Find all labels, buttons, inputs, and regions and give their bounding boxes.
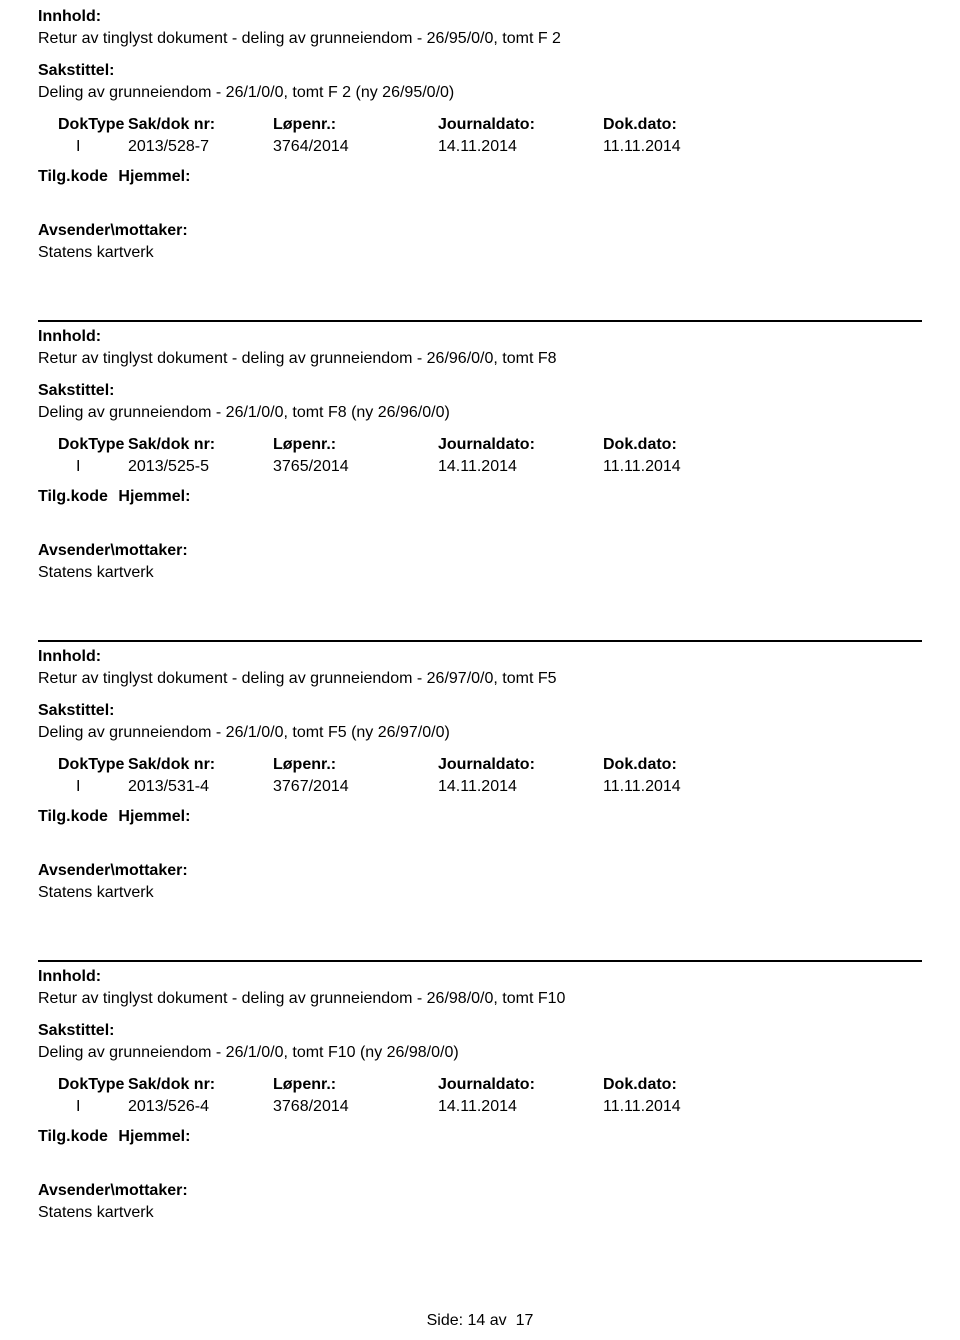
lopenr-header: Løpenr.: <box>273 756 438 774</box>
doktype-value: I <box>38 138 128 156</box>
sakstittel-label: Sakstittel: <box>38 1022 922 1040</box>
innhold-label: Innhold: <box>38 328 922 346</box>
document-page: Innhold: Retur av tinglyst dokument - de… <box>0 0 960 1340</box>
avsender-value: Statens kartverk <box>38 564 922 582</box>
doktype-header: DokType <box>38 436 128 454</box>
innhold-value: Retur av tinglyst dokument - deling av g… <box>38 990 922 1008</box>
sakdoknr-header: Sak/dok nr: <box>128 756 273 774</box>
sakdoknr-value: 2013/528-7 <box>128 138 273 156</box>
lopenr-value: 3767/2014 <box>273 778 438 796</box>
sakstittel-label: Sakstittel: <box>38 702 922 720</box>
sakdoknr-value: 2013/531-4 <box>128 778 273 796</box>
dokdato-value: 11.11.2014 <box>603 778 743 796</box>
dokdato-header: Dok.dato: <box>603 1076 743 1094</box>
dokdato-value: 11.11.2014 <box>603 1098 743 1116</box>
sakdoknr-header: Sak/dok nr: <box>128 1076 273 1094</box>
sakstittel-value: Deling av grunneiendom - 26/1/0/0, tomt … <box>38 404 922 422</box>
tilg-row: Tilg.kode Hjemmel: <box>38 488 922 506</box>
hjemmel-label: Hjemmel: <box>118 168 190 185</box>
journaldato-header: Journaldato: <box>438 1076 603 1094</box>
hjemmel-label: Hjemmel: <box>118 488 190 505</box>
avsender-label: Avsender\mottaker: <box>38 222 922 240</box>
row-headers: DokType Sak/dok nr: Løpenr.: Journaldato… <box>38 1076 922 1094</box>
lopenr-value: 3765/2014 <box>273 458 438 476</box>
dokdato-header: Dok.dato: <box>603 436 743 454</box>
lopenr-value: 3764/2014 <box>273 138 438 156</box>
journaldato-value: 14.11.2014 <box>438 138 603 156</box>
row-values: I 2013/525-5 3765/2014 14.11.2014 11.11.… <box>38 458 922 476</box>
lopenr-value: 3768/2014 <box>273 1098 438 1116</box>
hjemmel-label: Hjemmel: <box>118 1128 190 1145</box>
page-current: 14 <box>468 1312 486 1329</box>
doktype-header: DokType <box>38 116 128 134</box>
dokdato-value: 11.11.2014 <box>603 138 743 156</box>
side-label: Side: <box>427 1312 463 1329</box>
innhold-label: Innhold: <box>38 968 922 986</box>
row-values: I 2013/531-4 3767/2014 14.11.2014 11.11.… <box>38 778 922 796</box>
avsender-value: Statens kartverk <box>38 884 922 902</box>
sakstittel-label: Sakstittel: <box>38 382 922 400</box>
journaldato-header: Journaldato: <box>438 116 603 134</box>
doktype-value: I <box>38 1098 128 1116</box>
innhold-value: Retur av tinglyst dokument - deling av g… <box>38 30 922 48</box>
av-label: av <box>490 1312 507 1329</box>
innhold-value: Retur av tinglyst dokument - deling av g… <box>38 670 922 688</box>
row-values: I 2013/526-4 3768/2014 14.11.2014 11.11.… <box>38 1098 922 1116</box>
tilg-row: Tilg.kode Hjemmel: <box>38 808 922 826</box>
page-total: 17 <box>516 1312 534 1329</box>
tilgkode-label: Tilg.kode <box>38 168 108 185</box>
innhold-value: Retur av tinglyst dokument - deling av g… <box>38 350 922 368</box>
avsender-label: Avsender\mottaker: <box>38 1182 922 1200</box>
sakstittel-label: Sakstittel: <box>38 62 922 80</box>
doktype-header: DokType <box>38 1076 128 1094</box>
row-headers: DokType Sak/dok nr: Løpenr.: Journaldato… <box>38 756 922 774</box>
row-headers: DokType Sak/dok nr: Løpenr.: Journaldato… <box>38 436 922 454</box>
dokdato-header: Dok.dato: <box>603 756 743 774</box>
innhold-label: Innhold: <box>38 8 922 26</box>
journal-entry: Innhold: Retur av tinglyst dokument - de… <box>38 640 922 902</box>
doktype-value: I <box>38 778 128 796</box>
doktype-header: DokType <box>38 756 128 774</box>
journal-entry: Innhold: Retur av tinglyst dokument - de… <box>38 0 922 262</box>
lopenr-header: Løpenr.: <box>273 436 438 454</box>
sakdoknr-value: 2013/525-5 <box>128 458 273 476</box>
hjemmel-label: Hjemmel: <box>118 808 190 825</box>
lopenr-header: Løpenr.: <box>273 1076 438 1094</box>
tilgkode-label: Tilg.kode <box>38 488 108 505</box>
avsender-value: Statens kartverk <box>38 244 922 262</box>
journaldato-value: 14.11.2014 <box>438 1098 603 1116</box>
sakstittel-value: Deling av grunneiendom - 26/1/0/0, tomt … <box>38 724 922 742</box>
avsender-value: Statens kartverk <box>38 1204 922 1222</box>
lopenr-header: Løpenr.: <box>273 116 438 134</box>
journaldato-header: Journaldato: <box>438 436 603 454</box>
sakstittel-value: Deling av grunneiendom - 26/1/0/0, tomt … <box>38 84 922 102</box>
sakdoknr-header: Sak/dok nr: <box>128 436 273 454</box>
sakdoknr-value: 2013/526-4 <box>128 1098 273 1116</box>
page-footer: Side: 14 av 17 <box>38 1312 922 1340</box>
tilgkode-label: Tilg.kode <box>38 808 108 825</box>
row-values: I 2013/528-7 3764/2014 14.11.2014 11.11.… <box>38 138 922 156</box>
sakstittel-value: Deling av grunneiendom - 26/1/0/0, tomt … <box>38 1044 922 1062</box>
avsender-label: Avsender\mottaker: <box>38 862 922 880</box>
innhold-label: Innhold: <box>38 648 922 666</box>
dokdato-value: 11.11.2014 <box>603 458 743 476</box>
tilgkode-label: Tilg.kode <box>38 1128 108 1145</box>
dokdato-header: Dok.dato: <box>603 116 743 134</box>
tilg-row: Tilg.kode Hjemmel: <box>38 168 922 186</box>
journal-entry: Innhold: Retur av tinglyst dokument - de… <box>38 960 922 1222</box>
sakdoknr-header: Sak/dok nr: <box>128 116 273 134</box>
tilg-row: Tilg.kode Hjemmel: <box>38 1128 922 1146</box>
journaldato-header: Journaldato: <box>438 756 603 774</box>
doktype-value: I <box>38 458 128 476</box>
journal-entry: Innhold: Retur av tinglyst dokument - de… <box>38 320 922 582</box>
avsender-label: Avsender\mottaker: <box>38 542 922 560</box>
journaldato-value: 14.11.2014 <box>438 458 603 476</box>
journaldato-value: 14.11.2014 <box>438 778 603 796</box>
row-headers: DokType Sak/dok nr: Løpenr.: Journaldato… <box>38 116 922 134</box>
